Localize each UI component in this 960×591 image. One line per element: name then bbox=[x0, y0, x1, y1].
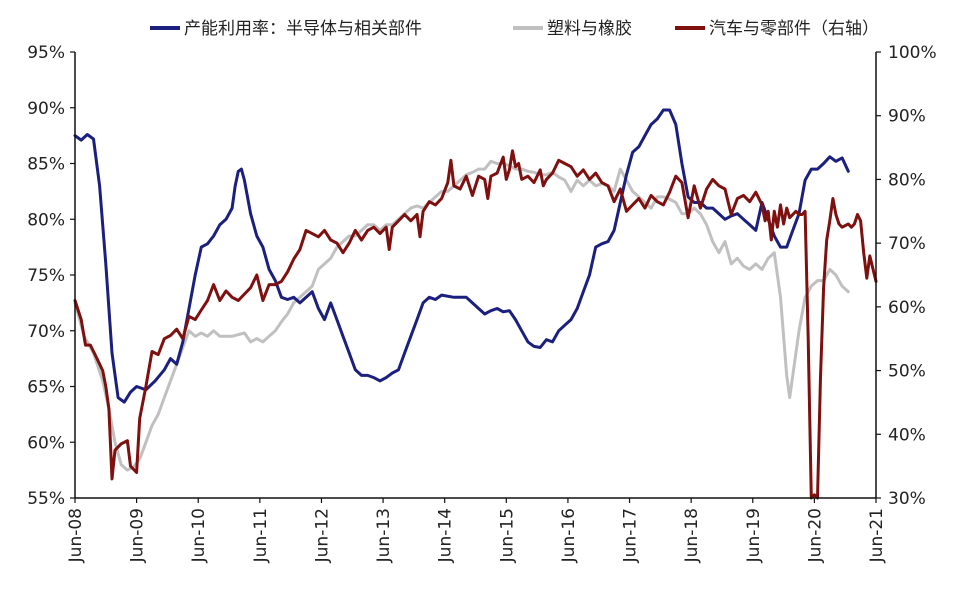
left-y-tick-label: 80% bbox=[27, 210, 65, 230]
right-y-tick-label: 60% bbox=[888, 298, 926, 318]
x-tick-label: Jun-11 bbox=[251, 508, 271, 563]
legend: 产能利用率：半导体与相关部件 塑料与橡胶 汽车与零部件（右轴） bbox=[150, 19, 879, 39]
x-tick-label: Jun-10 bbox=[189, 508, 209, 563]
x-tick-label: Jun-14 bbox=[436, 508, 456, 563]
left-y-tick-label: 90% bbox=[27, 99, 65, 119]
x-tick-label: Jun-08 bbox=[66, 508, 86, 563]
right-y-tick-label: 50% bbox=[888, 362, 926, 382]
right-y-tick-label: 100% bbox=[888, 43, 937, 63]
left-y-tick-label: 75% bbox=[27, 266, 65, 286]
right-y-tick-label: 30% bbox=[888, 489, 926, 509]
right-y-tick-label: 80% bbox=[888, 170, 926, 190]
series-line-2 bbox=[73, 159, 850, 472]
x-tick-label: Jun-15 bbox=[497, 508, 517, 563]
left-y-tick-labels: 95% 90% 85% 80% 75% 70% 65% 60% 55% bbox=[27, 43, 75, 509]
x-tick-label: Jun-19 bbox=[744, 508, 764, 563]
x-tick-label: Jun-09 bbox=[128, 508, 148, 563]
right-y-tick-label: 70% bbox=[888, 234, 926, 254]
x-tick-label: Jun-18 bbox=[682, 508, 702, 563]
legend-label: 汽车与零部件（右轴） bbox=[709, 19, 879, 39]
x-tick-label: Jun-16 bbox=[559, 508, 579, 563]
series-line-1 bbox=[73, 108, 850, 404]
x-tick-label: Jun-20 bbox=[805, 508, 825, 563]
x-tick-label: Jun-13 bbox=[374, 508, 394, 563]
series-line-3 bbox=[73, 149, 878, 500]
left-y-tick-label: 60% bbox=[27, 433, 65, 453]
left-y-tick-label: 65% bbox=[27, 378, 65, 398]
right-y-tick-labels: 100% 90% 80% 70% 60% 50% 40% 30% bbox=[876, 43, 937, 509]
left-y-tick-label: 70% bbox=[27, 322, 65, 342]
left-y-tick-label: 55% bbox=[27, 489, 65, 509]
plot-lines bbox=[73, 108, 878, 500]
right-y-tick-label: 40% bbox=[888, 425, 926, 445]
x-tick-label: Jun-17 bbox=[621, 508, 641, 563]
legend-label: 产能利用率：半导体与相关部件 bbox=[184, 19, 422, 39]
left-y-tick-label: 85% bbox=[27, 155, 65, 175]
legend-label: 塑料与橡胶 bbox=[547, 19, 632, 39]
x-tick-label: Jun-21 bbox=[867, 508, 887, 563]
x-tick-labels: Jun-08 Jun-09 Jun-10 Jun-11 Jun-12 Jun-13 Jun-… bbox=[66, 498, 887, 563]
left-y-tick-label: 95% bbox=[27, 43, 65, 63]
x-tick-label: Jun-12 bbox=[312, 508, 332, 563]
right-y-tick-label: 90% bbox=[888, 107, 926, 127]
